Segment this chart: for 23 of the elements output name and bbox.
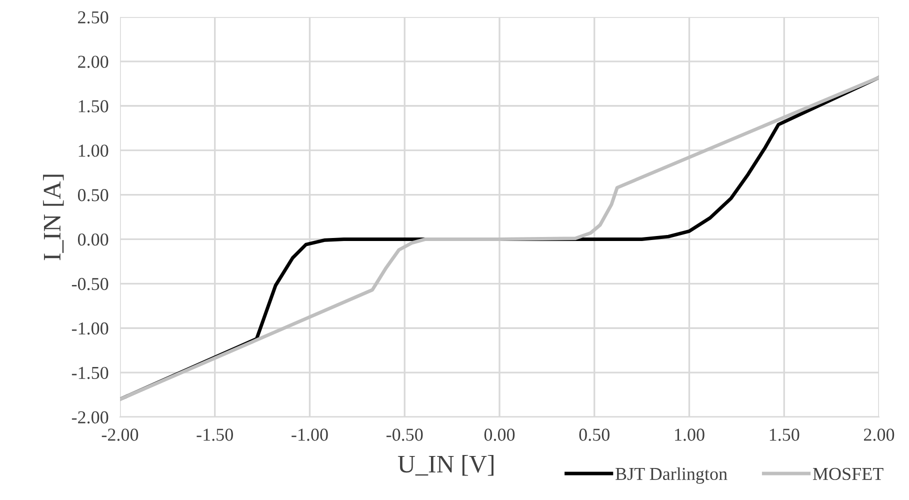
y-tick-label: 0.00 bbox=[78, 233, 108, 246]
y-tick-label: 1.50 bbox=[78, 100, 108, 112]
x-tick-label: -2.00 bbox=[102, 428, 138, 441]
x-tick-label: -1.50 bbox=[196, 428, 233, 441]
legend-label: BJT Darlington bbox=[616, 467, 728, 484]
y-tick-label: 2.00 bbox=[78, 56, 108, 68]
x-tick-label: 1.50 bbox=[770, 428, 800, 441]
y-tick-label: -1.50 bbox=[72, 366, 108, 380]
y-tick-label: -0.50 bbox=[72, 278, 108, 290]
y-tick-label: 0.50 bbox=[78, 189, 108, 202]
x-tick-label: 0.00 bbox=[484, 428, 515, 441]
x-tick-label: 1.00 bbox=[675, 428, 704, 441]
legend-label: MOSFET bbox=[812, 468, 884, 480]
x-tick-label: -0.50 bbox=[386, 428, 423, 441]
x-tick-label: -1.00 bbox=[292, 428, 328, 441]
y-tick-label: 2.50 bbox=[78, 11, 108, 24]
y-tick-label: -1.00 bbox=[72, 322, 108, 335]
x-tick-label: 0.50 bbox=[579, 428, 610, 441]
y-tick-label: -2.00 bbox=[72, 411, 108, 424]
y-axis-title: I_IN [A] bbox=[43, 174, 64, 260]
y-tick-label: 1.00 bbox=[78, 144, 108, 157]
x-axis-title: U_IN [V] bbox=[398, 455, 494, 476]
x-tick-label: 2.00 bbox=[864, 428, 894, 441]
